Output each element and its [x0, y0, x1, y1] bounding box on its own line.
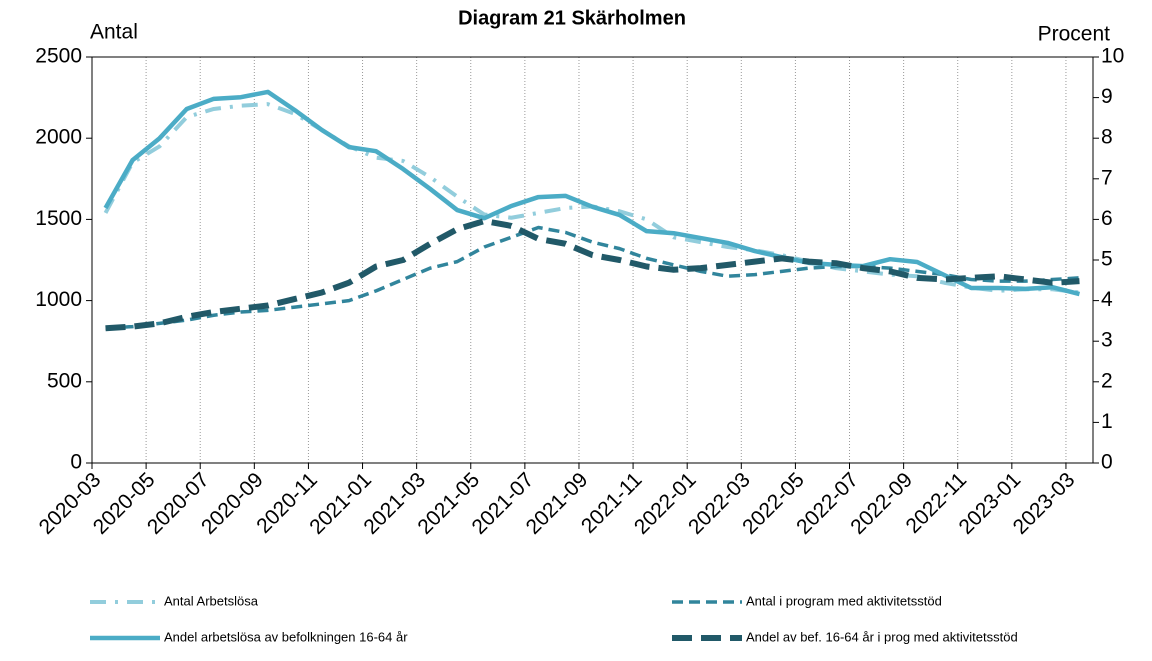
legend-label: Andel arbetslösa av befolkningen 16-64 å…	[164, 629, 408, 644]
y2-tick-label: 10	[1101, 45, 1124, 68]
legend-label: Antal Arbetslösa	[164, 593, 259, 608]
legend-label: Andel av bef. 16-64 år i prog med aktivi…	[746, 629, 1018, 644]
y2-tick-label: 2	[1101, 369, 1113, 392]
y2-tick-label: 5	[1101, 248, 1113, 271]
y2-tick-label: 6	[1101, 207, 1113, 230]
y2-tick-label: 1	[1101, 410, 1113, 433]
y-axis-label: Antal	[90, 21, 138, 44]
y2-tick-label: 0	[1101, 451, 1113, 474]
plot-frame	[91, 56, 1094, 464]
y2-tick-label: 7	[1101, 166, 1113, 189]
y-tick-label: 1500	[35, 207, 82, 230]
y-tick-label: 1000	[35, 288, 82, 311]
series-line	[103, 89, 1081, 297]
y-tick-label: 500	[47, 369, 82, 392]
series-line	[105, 218, 1080, 332]
y-tick-label: 2000	[35, 126, 82, 149]
y-tick-label: 0	[70, 451, 82, 474]
y-tick-label: 2500	[35, 45, 82, 68]
y2-tick-label: 9	[1101, 85, 1113, 108]
y2-tick-label: 8	[1101, 126, 1113, 149]
series-line	[103, 102, 1080, 295]
y2-tick-label: 3	[1101, 329, 1113, 352]
chart-title: Diagram 21 Skärholmen	[458, 7, 686, 29]
y2-axis-label: Procent	[1038, 23, 1111, 46]
series-line	[105, 225, 1080, 330]
y2-tick-label: 4	[1101, 288, 1113, 311]
legend-label: Antal i program med aktivitetsstöd	[746, 593, 942, 608]
